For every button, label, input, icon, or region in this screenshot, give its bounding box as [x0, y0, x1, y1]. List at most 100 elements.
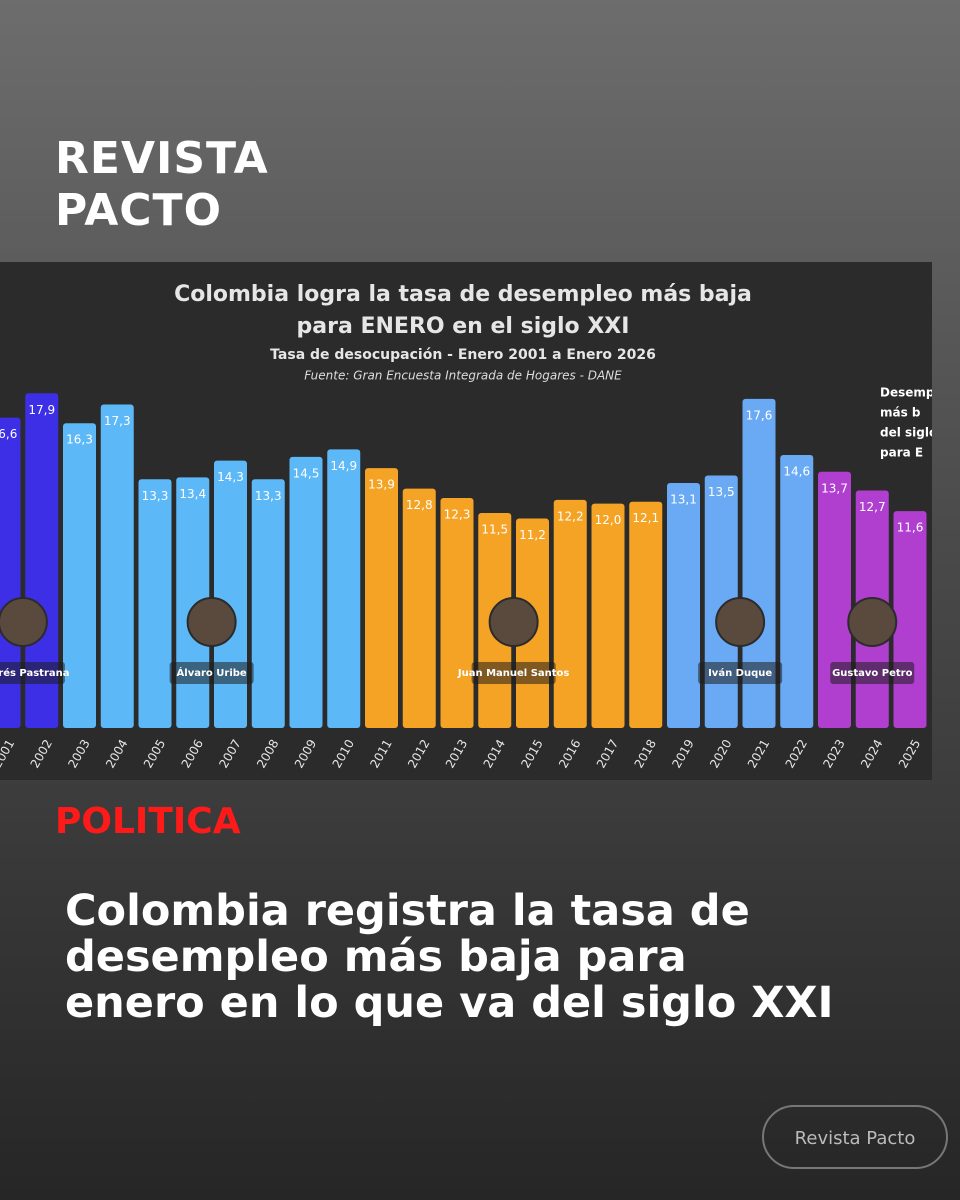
bar: [251, 479, 285, 728]
x-tick-label: 2014: [481, 737, 508, 770]
bar: [100, 404, 134, 728]
president-name: Juan Manuel Santos: [457, 668, 570, 679]
value-label: 13,4: [179, 487, 206, 501]
president-name: Gustavo Petro: [832, 668, 913, 679]
value-label: 13,3: [255, 489, 282, 503]
value-label: 13,5: [708, 485, 735, 499]
value-label: 14,6: [783, 464, 810, 478]
x-tick-label: 2002: [28, 737, 55, 770]
x-tick-label: 2015: [518, 737, 545, 770]
headline-line: enero en lo que va del siglo XXI: [65, 978, 834, 1028]
chart-image: Colombia logra la tasa de desempleo más …: [0, 262, 932, 780]
value-label: 14,5: [293, 466, 320, 480]
x-tick-label: 2024: [858, 737, 885, 770]
bar: [818, 471, 851, 728]
x-tick-label: 2005: [141, 737, 168, 770]
chart-title: Colombia logra la tasa de desempleo más …: [174, 282, 752, 307]
value-label: 12,0: [595, 513, 622, 527]
name-plate: [471, 662, 556, 684]
president-name: Iván Duque: [708, 667, 772, 679]
value-label: 12,8: [406, 498, 433, 512]
x-tick-label: 2008: [254, 737, 281, 770]
x-tick-label: 2013: [443, 737, 470, 770]
x-tick-label: 2021: [745, 737, 772, 770]
x-tick-label: 2016: [556, 737, 583, 770]
value-label: 13,9: [368, 478, 395, 492]
annotation: más b: [880, 406, 921, 420]
x-tick-label: 2012: [405, 737, 432, 770]
x-tick-label: 2001: [0, 737, 17, 770]
value-label: 16,6: [0, 427, 17, 441]
bar: [553, 499, 587, 728]
bar: [742, 398, 776, 728]
x-tick-label: 2003: [65, 737, 92, 770]
x-tick-label: 2018: [632, 737, 659, 770]
x-tick-label: 2004: [103, 737, 130, 770]
chart: Colombia logra la tasa de desempleo más …: [0, 282, 932, 770]
value-label: 16,3: [66, 433, 93, 447]
bar: [365, 468, 398, 728]
section-tag: POLITICA: [55, 801, 241, 842]
name-plate: [830, 662, 915, 684]
x-tick-label: 2023: [820, 737, 847, 770]
value-label: 12,3: [444, 507, 471, 521]
value-label: 11,6: [897, 521, 924, 535]
name-plate: [0, 662, 65, 684]
bar: [63, 423, 96, 728]
value-label: 11,2: [519, 528, 546, 542]
bar: [780, 454, 814, 728]
x-tick-label: 2017: [594, 737, 621, 770]
value-label: 12,7: [859, 500, 886, 514]
profile-button[interactable]: Revista Pacto: [762, 1105, 948, 1169]
president-photo: [847, 597, 898, 647]
value-label: 13,1: [670, 493, 697, 507]
bar: [138, 479, 172, 728]
value-label: 14,9: [330, 459, 357, 473]
value-label: 13,7: [821, 481, 848, 495]
x-tick-label: 2020: [707, 737, 734, 770]
value-label: 12,2: [557, 509, 584, 523]
value-label: 17,9: [28, 403, 55, 417]
value-label: 17,3: [104, 414, 131, 428]
value-label: 13,3: [142, 489, 169, 503]
bar: [440, 497, 474, 728]
headline-line: desempleo más baja para: [65, 932, 687, 982]
headline: Colombia registra la tasa de desempleo m…: [65, 888, 834, 1026]
bar: [214, 460, 247, 728]
x-tick-label: 2007: [216, 737, 243, 770]
x-tick-label: 2011: [367, 737, 394, 770]
president-photo: [715, 597, 766, 647]
brand-line: PACTO: [55, 185, 222, 236]
value-label: 11,5: [481, 522, 508, 536]
president-photo: [0, 597, 48, 647]
name-plate: [698, 662, 783, 684]
value-label: 12,1: [632, 511, 659, 525]
president-name: Andrés Pastrana: [0, 667, 70, 679]
bar: [0, 417, 21, 728]
bar: [667, 483, 700, 728]
chart-subtitle: Tasa de desocupación - Enero 2001 a Ener…: [270, 347, 656, 363]
bar: [289, 456, 323, 728]
president-name: Álvaro Uribe: [177, 666, 247, 679]
bar: [402, 488, 436, 728]
x-tick-label: 2010: [330, 737, 357, 770]
annotation: Desemp: [880, 386, 932, 400]
annotation: del siglo: [880, 426, 932, 440]
brand-line: REVISTA: [55, 133, 269, 184]
name-plate: [169, 662, 254, 684]
annotation: para E: [880, 446, 923, 460]
president-photo: [488, 597, 539, 647]
x-tick-label: 2022: [783, 737, 810, 770]
president-photo: [186, 597, 237, 647]
x-tick-label: 2019: [669, 737, 696, 770]
brand: REVISTA PACTO: [55, 133, 269, 237]
bar: [893, 511, 927, 728]
x-tick-label: 2025: [896, 737, 923, 770]
chart-title: para ENERO en el siglo XXI: [297, 314, 630, 339]
x-tick-label: 2006: [179, 737, 206, 770]
bar: [591, 503, 625, 728]
value-label: 17,6: [746, 408, 773, 422]
chart-source: Fuente: Gran Encuesta Integrada de Hogar…: [304, 369, 622, 383]
headline-line: Colombia registra la tasa de: [65, 886, 750, 936]
